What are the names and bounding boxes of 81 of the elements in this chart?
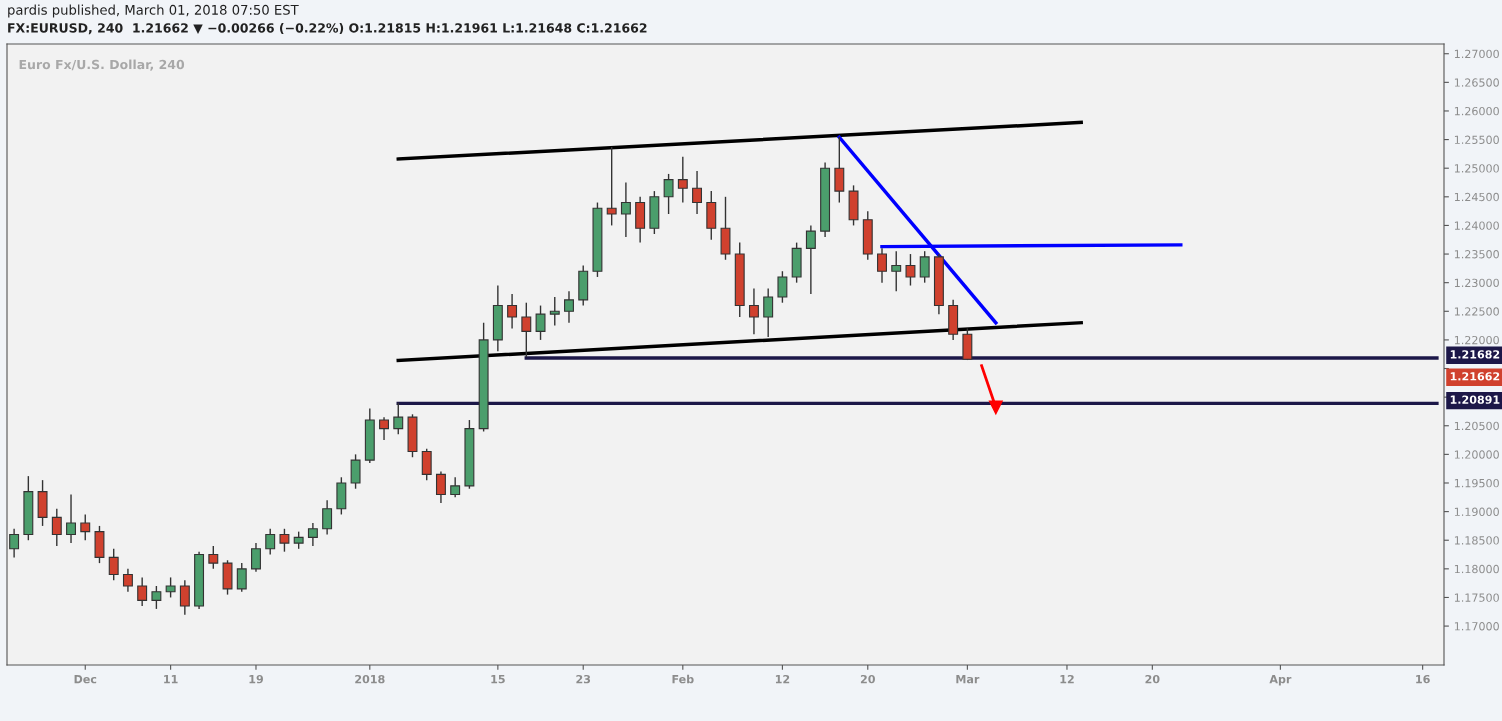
y-tick-label: 1.20000 (1454, 450, 1499, 459)
y-tick-label: 1.26500 (1454, 78, 1499, 87)
y-tick-label: 1.20500 (1454, 421, 1499, 431)
candlestick (307, 522, 318, 547)
candlestick (179, 579, 190, 616)
candlestick (421, 447, 432, 481)
x-tick-label: Dec (74, 675, 97, 684)
chart-subtitle: FX:EURUSD, 240 1.21662 ▼ −0.00266 (−0.22%) O:1.21815 H:1.21961 L:1.21648 C:1.21662 (8, 22, 647, 35)
x-tick-label: 23 (576, 674, 591, 684)
y-tick-label: 1.19000 (1454, 507, 1499, 516)
y-tick-label: 1.19500 (1454, 478, 1499, 488)
candlestick (606, 146, 617, 227)
candlestick (165, 576, 176, 599)
candlestick (891, 250, 902, 292)
candlestick (564, 290, 574, 324)
annotation: Euro Fx/U.S. Dollar, 240 (19, 59, 185, 71)
candlestick (435, 470, 446, 504)
x-tick-label: Feb (672, 674, 694, 684)
candlestick (151, 585, 162, 610)
candlestick (521, 302, 532, 358)
data-label: 1.21682 (1450, 350, 1500, 359)
candlestick (9, 528, 20, 559)
text: 1.21662 (1450, 372, 1500, 381)
candlestick (80, 513, 91, 541)
x-tick-label: 20 (1145, 674, 1160, 684)
x-tick-label: 12 (775, 674, 790, 684)
x-tick-label: Mar (956, 675, 980, 684)
y-tick-label: 1.24000 (1454, 221, 1499, 230)
y-tick-label: 1.17000 (1454, 622, 1499, 631)
chart-title: pardis published, March 01, 2018 07:50 EST (8, 4, 299, 18)
candlestick (379, 416, 390, 441)
candlestick (122, 568, 133, 593)
candlestick (919, 250, 930, 284)
candlestick (692, 170, 703, 215)
x-tick-label: Apr (1269, 675, 1292, 686)
y-tick-label: 1.25500 (1454, 135, 1499, 144)
x-tick-label: 11 (164, 675, 178, 684)
candlestick (208, 545, 219, 570)
y-tick-label: 1.27000 (1454, 49, 1499, 59)
candlestick (834, 136, 845, 204)
y-tick-label: 1.18500 (1454, 536, 1499, 545)
candlestick (748, 287, 759, 335)
candlestick (620, 181, 631, 238)
x-tick-label: 15 (491, 675, 505, 684)
candlestick (507, 293, 518, 330)
candlestick (51, 508, 62, 547)
x-tick-label: 16 (1416, 674, 1430, 684)
candlestick (393, 402, 404, 436)
y-tick-label: 1.23500 (1454, 250, 1499, 259)
x-tick-label: 20 (860, 674, 875, 684)
candlestick (66, 493, 76, 544)
x-tick-label: 12 (1060, 674, 1074, 684)
candlestick (251, 542, 261, 573)
candlestick (137, 576, 148, 607)
y-tick-label: 1.22000 (1454, 335, 1499, 345)
y-tick-label: 1.18000 (1454, 564, 1499, 574)
x-tick-label: 2018 (355, 674, 385, 684)
candlestick (763, 287, 774, 338)
candlestick (236, 562, 247, 593)
y-tick-label: 1.17500 (1454, 593, 1499, 602)
candlestick (350, 453, 361, 490)
candlestick (877, 247, 887, 284)
candlestick (777, 270, 788, 304)
candlestick (322, 499, 333, 536)
candlestick (535, 304, 546, 341)
y-tick-label: 1.22500 (1454, 307, 1499, 316)
x-tick-label: 19 (249, 674, 264, 684)
candlestick (279, 528, 290, 553)
candlestick (663, 173, 674, 215)
candlestick (677, 156, 688, 204)
y-tick-label: 1.23000 (1454, 278, 1499, 288)
y-tick-label: 1.25000 (1454, 164, 1499, 173)
candlestick (905, 253, 916, 287)
candlestick (265, 528, 276, 556)
y-tick-label: 1.26000 (1454, 106, 1499, 116)
candlestick (549, 296, 560, 327)
candlestick (108, 548, 119, 581)
candlestick (450, 476, 461, 498)
y-tick-label: 1.24500 (1454, 192, 1499, 202)
candlestick (805, 224, 816, 295)
data-label: 1.20891 (1450, 395, 1500, 404)
